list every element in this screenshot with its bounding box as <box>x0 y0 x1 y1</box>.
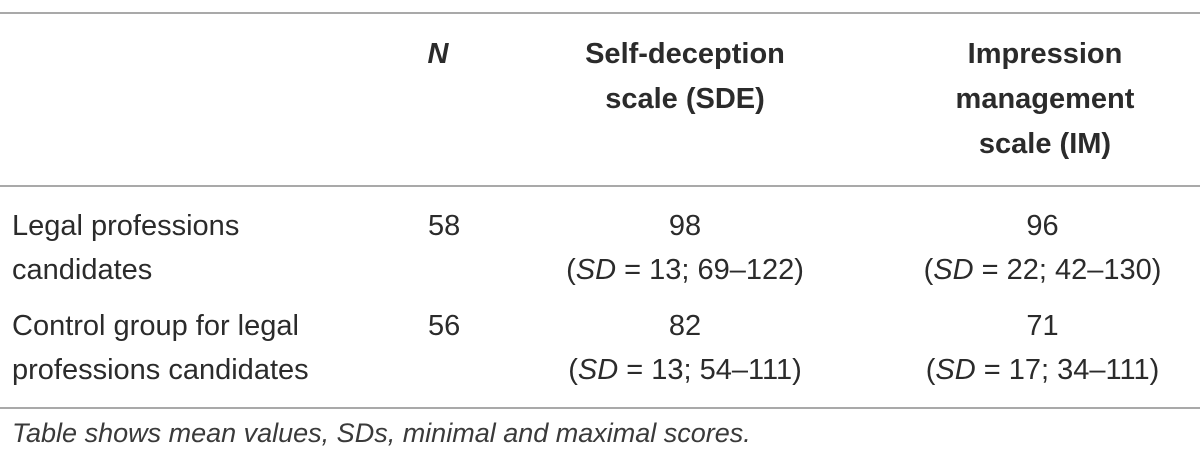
row-1-sde: 98 (SD = 13; 69–122) <box>540 204 830 292</box>
row-1-group-line2: candidates <box>12 254 153 286</box>
row-1-group: Legal professions candidates <box>12 204 402 292</box>
row-2-im: 71 (SD = 17; 34–111) <box>900 304 1185 392</box>
row-2-n: 56 <box>428 310 461 342</box>
header-sde-line1: Self-deception <box>585 38 785 70</box>
row-2-group-line2: professions candidates <box>12 354 309 386</box>
header-sde: Self-deception scale (SDE) <box>540 32 830 122</box>
row-2-sde-mean: 82 <box>668 310 702 342</box>
row-2-group: Control group for legal professions cand… <box>12 304 402 392</box>
header-im-line2: management <box>955 83 1135 115</box>
row-1-im-mean: 96 <box>1026 210 1059 242</box>
row-2-im-stats: (SD = 17; 34–111) <box>925 354 1160 386</box>
row-2-im-mean: 71 <box>1026 310 1059 342</box>
table-top-rule <box>0 12 1200 14</box>
row-2-sde: 82 (SD = 13; 54–111) <box>540 304 830 392</box>
table-header-rule <box>0 185 1200 187</box>
row-1-group-line1: Legal professions <box>12 210 240 242</box>
row-1-sde-mean: 98 <box>668 210 702 242</box>
header-sde-line2: scale (SDE) <box>605 83 765 115</box>
row-1-im-stats: (SD = 22; 42–130) <box>923 254 1162 286</box>
table-note: Table shows mean values, SDs, minimal an… <box>12 418 751 448</box>
row-2-group-line1: Control group for legal <box>12 310 299 342</box>
row-1-sde-stats: (SD = 13; 69–122) <box>566 254 804 286</box>
header-im: Impression management scale (IM) <box>910 32 1180 167</box>
row-1-im: 96 (SD = 22; 42–130) <box>900 204 1185 292</box>
header-im-line1: Impression <box>967 38 1123 70</box>
row-1-n: 58 <box>428 210 461 242</box>
header-im-line3: scale (IM) <box>978 128 1112 160</box>
row-2-sde-stats: (SD = 13; 54–111) <box>568 354 802 386</box>
table-bottom-rule <box>0 407 1200 409</box>
header-n: N <box>427 38 449 70</box>
